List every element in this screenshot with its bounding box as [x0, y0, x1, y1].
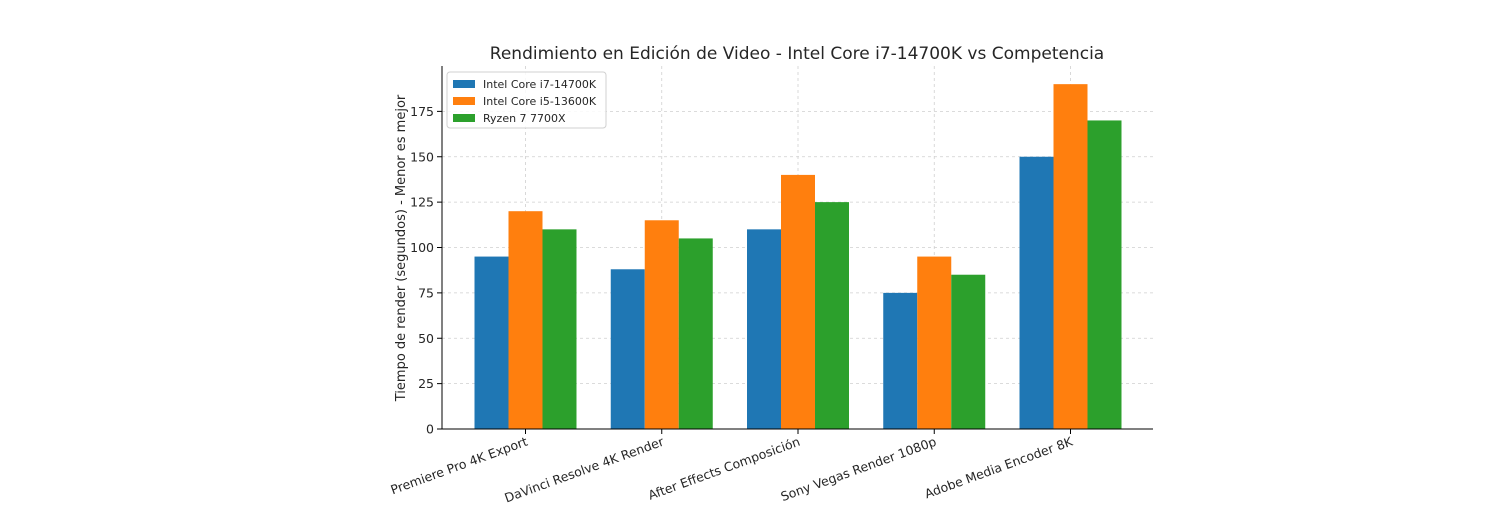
- bar: [474, 256, 509, 429]
- legend-frame: [446, 71, 607, 129]
- bar: [678, 238, 713, 429]
- x-tick-label: Premiere Pro 4K Export: [389, 434, 530, 498]
- y-tick-label: 0: [426, 422, 434, 437]
- y-ticks: 0 25 50 75 100 125 150 175: [410, 104, 442, 437]
- x-tick-label: Sony Vegas Render 1080p: [779, 434, 939, 504]
- bar: [815, 202, 849, 429]
- legend-swatch: [453, 114, 475, 122]
- y-tick-label: 25: [418, 376, 434, 391]
- legend-swatch: [453, 80, 475, 88]
- bar: [951, 274, 986, 429]
- bar: [1053, 84, 1088, 430]
- bar: [747, 229, 781, 429]
- y-tick-label: 175: [410, 104, 434, 119]
- bar: [508, 211, 543, 429]
- bar: [1019, 156, 1054, 429]
- bar: [781, 174, 815, 429]
- bar: [610, 269, 645, 429]
- y-tick-label: 50: [418, 331, 434, 346]
- bar: [1087, 120, 1122, 429]
- x-tick-label: Adobe Media Encoder 8K: [923, 433, 1076, 501]
- legend-label: Intel Core i5-13600K: [483, 95, 597, 108]
- legend: Intel Core i7-14700K Intel Core i5-13600K…: [446, 71, 607, 129]
- legend-label: Intel Core i7-14700K: [483, 78, 597, 91]
- y-tick-label: 100: [410, 240, 434, 255]
- bars-layer: [474, 84, 1122, 430]
- legend-label: Ryzen 7 7700X: [483, 112, 566, 125]
- bar: [644, 220, 679, 429]
- y-tick-label: 75: [418, 285, 434, 300]
- bar: [917, 256, 952, 429]
- legend-swatch: [453, 97, 475, 105]
- bar: [542, 229, 577, 429]
- bar: [883, 292, 918, 429]
- chart-title: Rendimiento en Edición de Video - Intel …: [490, 44, 1104, 64]
- y-tick-label: 125: [410, 195, 434, 210]
- y-axis-label: Tiempo de render (segundos) - Menor es m…: [394, 94, 409, 402]
- y-tick-label: 150: [410, 149, 434, 164]
